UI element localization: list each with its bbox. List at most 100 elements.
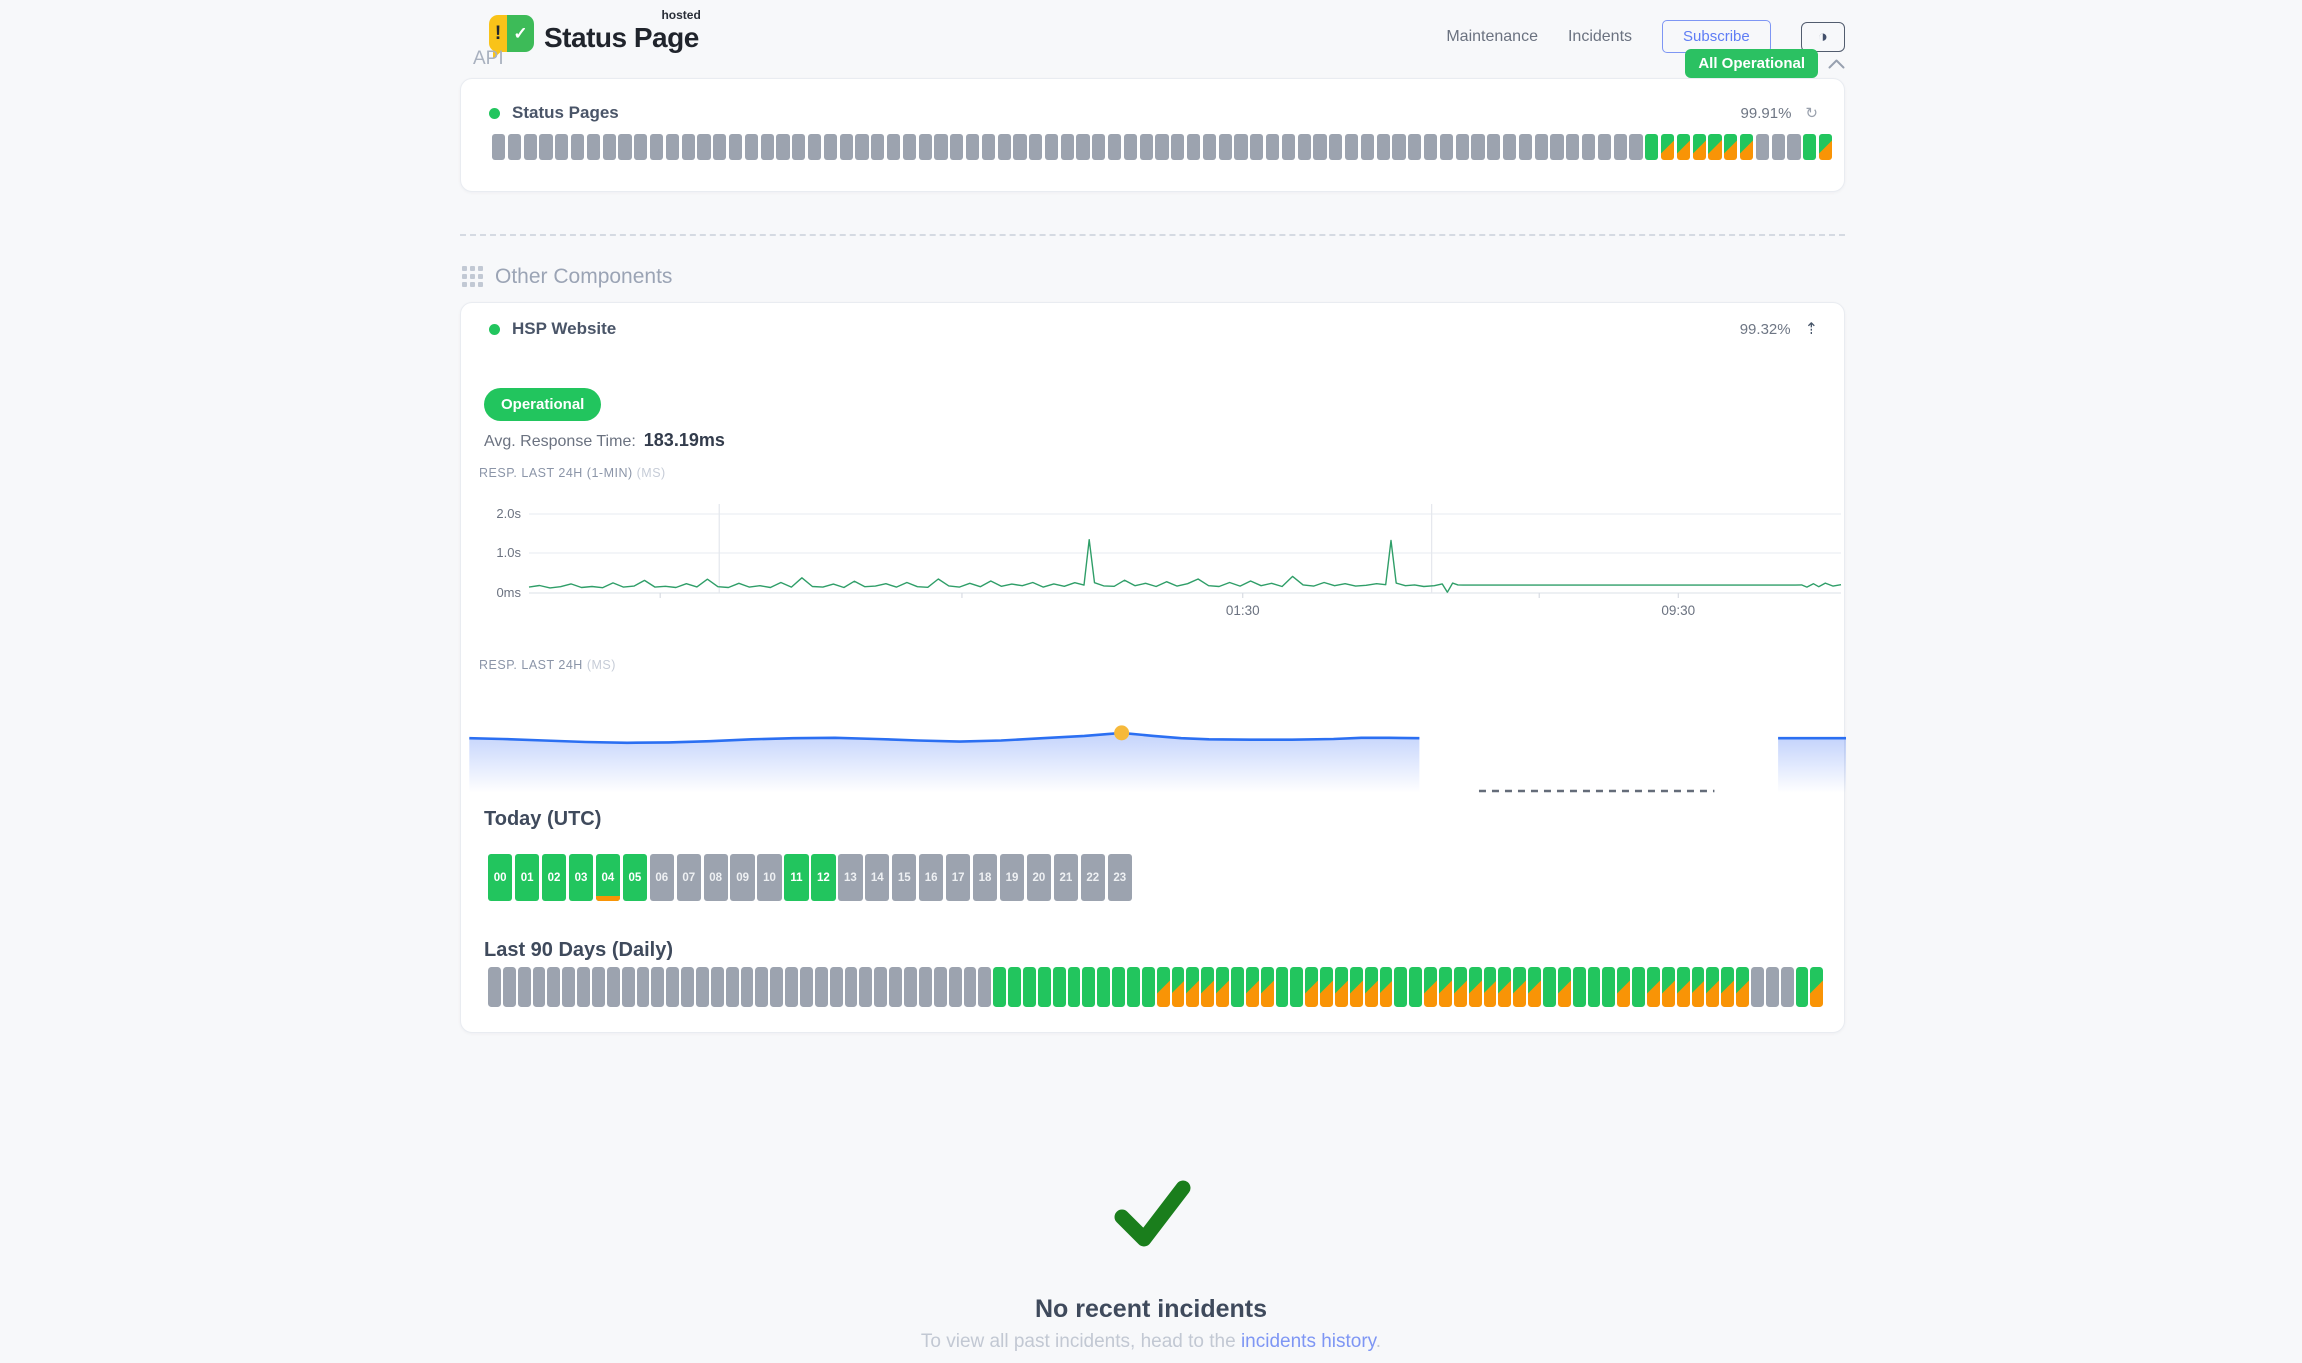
day-bar[interactable] [740,967,754,1007]
uptime-bar[interactable] [665,134,679,160]
uptime-bar[interactable] [1123,134,1138,160]
uptime-bar[interactable] [1202,134,1217,160]
uptime-bar[interactable] [1660,134,1675,160]
day-bar[interactable] [1290,967,1304,1007]
uptime-bar[interactable] [997,134,1011,160]
hour-block[interactable]: 23 [1107,854,1132,901]
uptime-bar[interactable] [1076,134,1090,160]
uptime-bar[interactable] [1724,134,1738,160]
incidents-history-link[interactable]: incidents history [1240,1331,1376,1352]
day-bar[interactable] [1647,967,1660,1007]
day-bar[interactable] [1216,967,1229,1007]
day-bar[interactable] [1721,967,1735,1007]
day-bar[interactable] [1765,967,1779,1007]
nav-maintenance[interactable]: Maintenance [1446,27,1538,45]
day-bar[interactable] [1691,967,1705,1007]
uptime-bar[interactable] [744,134,758,160]
uptime-bar[interactable] [1266,134,1280,160]
hour-block[interactable]: 12 [811,854,836,901]
uptime-bar[interactable] [1771,134,1785,160]
day-bar[interactable] [1676,967,1690,1007]
uptime-bar[interactable] [823,134,837,160]
day-bar[interactable] [1052,967,1066,1007]
uptime-bar[interactable] [1503,134,1517,160]
uptime-bar[interactable] [539,134,553,160]
day-bar[interactable] [1230,967,1244,1007]
hour-block[interactable]: 16 [919,854,944,901]
day-bar[interactable] [1349,967,1363,1007]
uptime-bar[interactable] [1518,134,1532,160]
uptime-bar[interactable] [1044,134,1059,160]
day-bar[interactable] [725,967,739,1007]
uptime-bar[interactable] [713,134,727,160]
uptime-bar[interactable] [1739,134,1754,160]
day-bar[interactable] [1245,967,1259,1007]
uptime-bar[interactable] [649,134,664,160]
uptime-bar[interactable] [807,134,822,160]
uptime-bar[interactable] [965,134,980,160]
uptime-bar[interactable] [1360,134,1375,160]
uptime-bar[interactable] [871,134,885,160]
uptime-bar[interactable] [839,134,853,160]
day-bar[interactable] [933,967,947,1007]
day-bar[interactable] [1201,967,1215,1007]
day-bar[interactable] [547,967,561,1007]
uptime-bar[interactable] [1234,134,1248,160]
uptime-bar[interactable] [728,134,743,160]
uptime-bar[interactable] [1818,134,1833,160]
day-bar[interactable] [1810,967,1824,1007]
uptime-bar[interactable] [1171,134,1185,160]
uptime-bar[interactable] [1108,134,1122,160]
day-bar[interactable] [1156,967,1170,1007]
hour-block[interactable]: 04 [595,854,621,901]
uptime-bar[interactable] [1013,134,1027,160]
refresh-icon[interactable]: ↻ [1805,105,1818,122]
day-bar[interactable] [1513,967,1527,1007]
day-bar[interactable] [1483,967,1497,1007]
uptime-bar[interactable] [555,134,569,160]
uptime-bar[interactable] [1708,134,1722,160]
day-bar[interactable] [1587,967,1601,1007]
day-bar[interactable] [1126,967,1140,1007]
uptime-bar[interactable] [1566,134,1580,160]
hour-block[interactable]: 18 [972,854,998,901]
uptime-bar[interactable] [507,134,521,160]
day-bar[interactable] [755,967,769,1007]
day-bar[interactable] [532,967,546,1007]
hour-block[interactable]: 02 [541,854,567,901]
day-bar[interactable] [1008,967,1021,1007]
day-bar[interactable] [814,967,828,1007]
uptime-bar[interactable] [697,134,711,160]
day-bar[interactable] [1632,967,1646,1007]
uptime-bar[interactable] [1787,134,1801,160]
uptime-bar[interactable] [855,134,869,160]
day-bar[interactable] [1171,967,1185,1007]
hour-block[interactable]: 17 [945,854,971,901]
hour-block[interactable]: 14 [865,854,890,901]
day-bar[interactable] [1795,967,1809,1007]
day-bar[interactable] [844,967,858,1007]
day-bar[interactable] [1409,967,1423,1007]
hour-block[interactable]: 08 [703,854,728,901]
day-bar[interactable] [606,967,620,1007]
uptime-bar[interactable] [1297,134,1311,160]
day-bar[interactable] [770,967,784,1007]
hour-block[interactable]: 07 [676,854,701,901]
hour-block[interactable]: 21 [1053,854,1079,901]
uptime-bar[interactable] [1218,134,1232,160]
day-bar[interactable] [1275,967,1289,1007]
day-bar[interactable] [963,967,977,1007]
uptime-bar[interactable] [1676,134,1690,160]
uptime-bar[interactable] [602,134,616,160]
uptime-bar[interactable] [1029,134,1043,160]
day-bar[interactable] [1736,967,1750,1007]
uptime-bar[interactable] [1597,134,1611,160]
day-bar[interactable] [918,967,932,1007]
uptime-bar[interactable] [1692,134,1706,160]
day-bar[interactable] [666,967,680,1007]
hour-block[interactable]: 01 [514,854,540,901]
day-bar[interactable] [785,967,799,1007]
day-bar[interactable] [1394,967,1408,1007]
uptime-bar[interactable] [586,134,600,160]
hour-block[interactable]: 11 [784,854,809,901]
